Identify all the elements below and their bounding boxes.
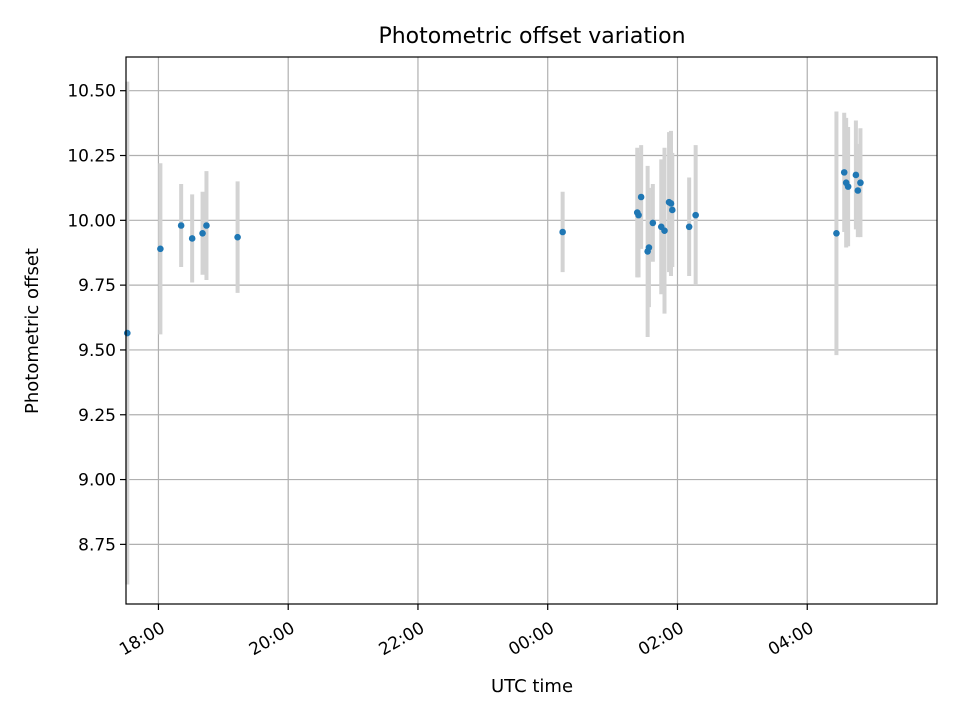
x-tick-label: 20:00 bbox=[246, 618, 298, 660]
data-point bbox=[833, 229, 840, 237]
data-point bbox=[157, 245, 164, 253]
y-axis-ticks: 8.75 9.00 9.25 9.50 9.75 10.00 10.25 10.50 bbox=[67, 82, 126, 555]
y-tick-label: 8.75 bbox=[78, 535, 116, 555]
chart-title: Photometric offset variation bbox=[378, 24, 685, 49]
data-point bbox=[645, 244, 653, 251]
data-point bbox=[685, 223, 693, 231]
x-tick-label: 04:00 bbox=[765, 618, 817, 660]
data-point bbox=[637, 193, 645, 201]
y-tick-label: 9.75 bbox=[78, 276, 116, 296]
error-bars bbox=[125, 81, 863, 585]
data-point bbox=[840, 169, 848, 176]
data-point bbox=[203, 222, 210, 229]
data-points bbox=[123, 169, 864, 337]
grid bbox=[126, 57, 937, 604]
data-point bbox=[199, 229, 206, 237]
data-point bbox=[559, 228, 566, 236]
y-tick-label: 10.00 bbox=[67, 211, 116, 231]
data-point bbox=[188, 235, 196, 242]
x-axis-ticks: 18:00 20:00 22:00 00:00 02:00 04:00 bbox=[116, 604, 817, 660]
plot-frame bbox=[125, 56, 938, 605]
data-point bbox=[123, 329, 131, 337]
y-tick-label: 9.00 bbox=[78, 471, 116, 491]
y-tick-label: 9.25 bbox=[78, 406, 116, 426]
x-tick-label: 18:00 bbox=[116, 618, 168, 660]
y-tick-label: 9.50 bbox=[78, 341, 116, 361]
y-tick-label: 10.50 bbox=[67, 82, 116, 102]
x-tick-label: 02:00 bbox=[635, 618, 687, 660]
data-point bbox=[857, 179, 864, 187]
data-point bbox=[844, 183, 852, 190]
y-tick-label: 10.25 bbox=[67, 147, 116, 167]
x-tick-label: 00:00 bbox=[505, 618, 557, 660]
data-point bbox=[649, 219, 657, 227]
data-point bbox=[234, 233, 241, 241]
data-point bbox=[668, 206, 676, 214]
data-point bbox=[854, 187, 862, 194]
data-point bbox=[852, 171, 860, 179]
data-point bbox=[692, 211, 699, 219]
y-axis-label: Photometric offset bbox=[22, 248, 43, 414]
x-tick-label: 22:00 bbox=[376, 618, 428, 660]
data-point bbox=[667, 200, 675, 207]
data-point bbox=[661, 227, 668, 234]
data-point bbox=[635, 211, 642, 219]
x-axis-label: UTC time bbox=[491, 676, 573, 697]
data-point bbox=[177, 222, 185, 229]
